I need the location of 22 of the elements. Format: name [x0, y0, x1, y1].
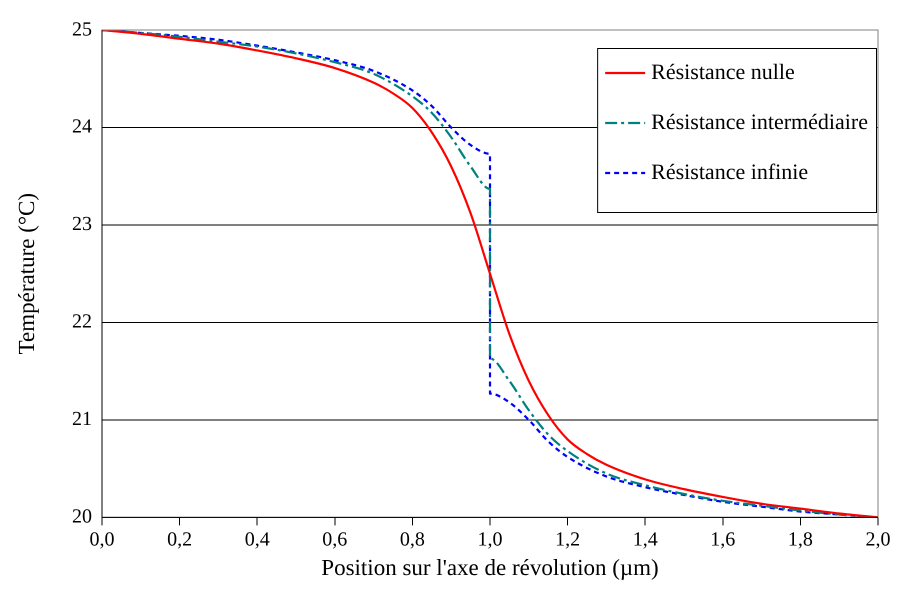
legend-label: Résistance nulle — [651, 58, 795, 84]
x-tick-label: 1,6 — [710, 528, 736, 551]
x-tick-label: 2,0 — [866, 528, 890, 551]
x-tick-label: 1,8 — [788, 528, 813, 551]
x-tick-label: 1,0 — [478, 528, 502, 551]
x-tick-label: 1,4 — [632, 528, 658, 551]
y-tick-label: 21 — [72, 408, 92, 430]
y-tick-label: 20 — [72, 506, 92, 528]
x-tick-label: 0,0 — [90, 528, 114, 551]
y-tick-label: 24 — [72, 116, 92, 138]
legend-label: Résistance intermédiaire — [651, 108, 868, 134]
x-axis-title: Position sur l'axe de révolution (µm) — [321, 555, 659, 580]
x-tick-label: 0,6 — [322, 528, 348, 551]
x-tick-label: 0,4 — [244, 528, 270, 551]
y-tick-label: 25 — [72, 18, 92, 40]
y-tick-label: 22 — [72, 310, 92, 333]
x-tick-label: 0,8 — [400, 528, 425, 551]
x-tick-label: 0,2 — [167, 528, 192, 551]
y-tick-label: 23 — [72, 213, 92, 236]
x-tick-label: 1,2 — [555, 528, 580, 551]
y-axis-title: Température (°C) — [14, 192, 39, 354]
legend-label: Résistance infinie — [651, 158, 808, 184]
